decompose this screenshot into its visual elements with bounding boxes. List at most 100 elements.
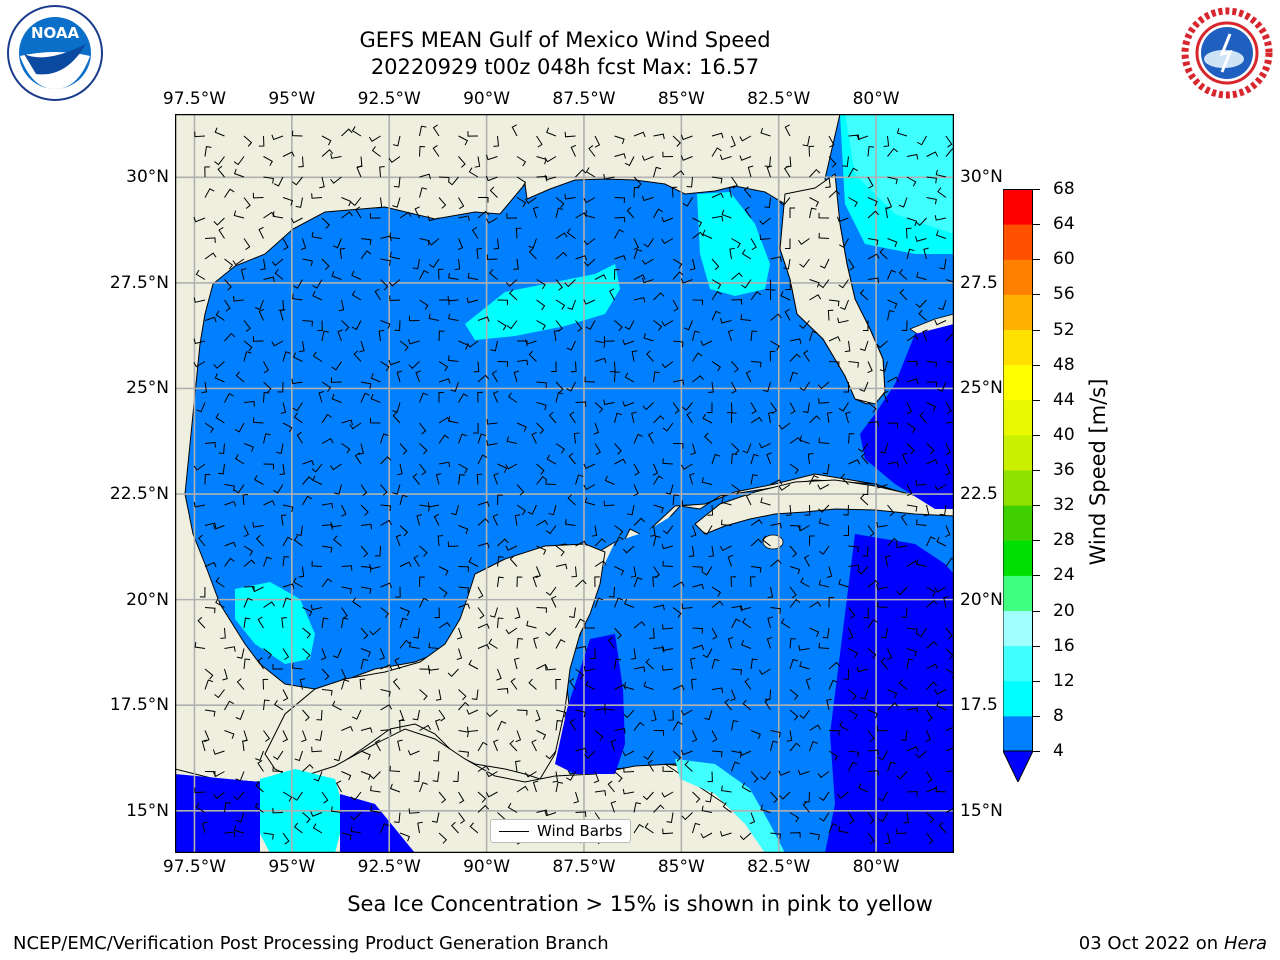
wind-barb [234, 422, 245, 433]
wind-barb [548, 411, 557, 424]
wind-barb [809, 197, 820, 207]
wind-barb [354, 452, 362, 465]
wind-barb [633, 131, 646, 138]
wind-barb [419, 269, 429, 280]
wind-barb [731, 361, 739, 373]
wind-barb [477, 454, 488, 465]
wind-barb [555, 381, 564, 394]
wind-barb [272, 664, 284, 670]
wind-barb [627, 504, 635, 516]
wind-barb [224, 700, 234, 711]
wind-barb [662, 458, 674, 465]
wind-barb [506, 213, 518, 219]
wind-barb [783, 165, 791, 178]
wind-barb [427, 215, 440, 222]
wind-barb [331, 361, 342, 371]
wind-barb [368, 135, 381, 143]
wind-barb [330, 377, 342, 383]
wind-barb [516, 709, 528, 716]
wind-barb [516, 176, 527, 187]
wind-barb [708, 545, 715, 558]
wind-barb [838, 825, 849, 834]
wind-barb [584, 750, 596, 759]
wind-barb [514, 514, 521, 526]
wind-barb [545, 627, 557, 637]
wind-barb [926, 197, 937, 205]
wind-barb [352, 709, 362, 720]
wind-barb [413, 771, 420, 783]
wind-barb [661, 543, 674, 550]
wind-barb [352, 597, 362, 608]
wind-barb [311, 231, 323, 239]
colorbar-segment [1003, 189, 1033, 225]
wind-barb [731, 720, 739, 731]
wind-barb [397, 739, 403, 752]
wind-barb [876, 601, 888, 608]
wind-barb [945, 525, 951, 538]
wind-barb [438, 299, 450, 306]
wind-barb [780, 618, 791, 629]
wind-barb [571, 361, 577, 373]
wind-barb [516, 197, 527, 208]
wind-barb [809, 740, 818, 752]
wind-barb [899, 288, 908, 301]
wind-barb [438, 586, 448, 598]
wind-barb [243, 525, 250, 538]
wind-barb [692, 644, 705, 651]
wind-barb [575, 747, 587, 754]
wind-barb [604, 475, 615, 485]
wind-barb [770, 730, 781, 738]
wind-barb [825, 176, 831, 189]
wind-barb [939, 258, 947, 270]
wind-barb [886, 648, 893, 661]
lon-tick-bottom: 95°W [268, 857, 316, 877]
wind-barb [603, 173, 615, 180]
wind-barb [666, 812, 674, 823]
wind-barb [848, 709, 858, 720]
wind-barb [672, 721, 683, 731]
wind-barb [745, 493, 752, 506]
wind-barb [711, 361, 722, 372]
wind-barb [822, 463, 830, 475]
wind-barb [458, 197, 465, 210]
colorbar-segment [1003, 470, 1033, 506]
wind-barb [594, 443, 602, 456]
wind-barb [533, 637, 539, 649]
wind-barb [292, 791, 303, 801]
wind-barb [555, 392, 564, 403]
wind-barb [321, 217, 330, 229]
wind-barb [750, 416, 763, 424]
wind-barb [399, 832, 411, 842]
wind-barb [575, 811, 587, 817]
wind-barb [570, 144, 577, 157]
wind-barb [701, 805, 713, 813]
wind-barb [516, 359, 529, 366]
wind-barb [916, 272, 927, 280]
wind-barb [416, 514, 423, 526]
yucatan-land [264, 543, 606, 780]
wind-barb [458, 791, 465, 804]
wind-barb [260, 258, 266, 271]
wind-barb [369, 564, 381, 570]
wind-barb [536, 463, 545, 475]
wind-barb [380, 456, 392, 465]
wind-barb [711, 658, 720, 670]
wind-barb [536, 381, 548, 388]
wind-barb [536, 422, 545, 434]
wind-barb [282, 504, 294, 513]
wind-barb [419, 145, 426, 157]
wind-barb [647, 759, 654, 772]
wind-barb [731, 272, 743, 280]
wind-barb [731, 381, 737, 394]
wind-barb [935, 230, 947, 239]
wind-barb [477, 791, 487, 803]
wind-barb [515, 730, 522, 743]
wind-barb [234, 454, 245, 465]
wind-barb [370, 805, 381, 813]
wind-barb [845, 411, 851, 424]
colorbar-tick-mark [1033, 540, 1040, 542]
wind-barb [585, 320, 596, 330]
wind-barb [750, 658, 758, 670]
wind-barb [233, 156, 245, 166]
colorbar-segment [1003, 715, 1033, 752]
